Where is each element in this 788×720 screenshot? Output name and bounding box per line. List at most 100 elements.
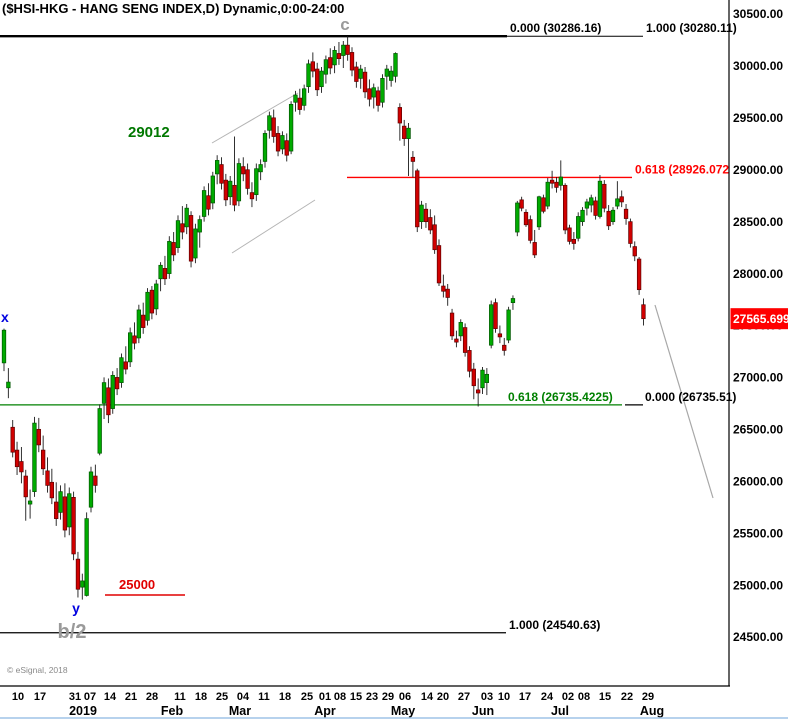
candle-down [349, 52, 355, 71]
candle-down [523, 211, 529, 226]
candle-up [228, 180, 233, 198]
x-tick-label: 29 [382, 691, 394, 703]
x-month-label: Aug [640, 704, 664, 718]
level-29012[interactable]: 29012 [128, 124, 170, 141]
candle-down [445, 288, 450, 298]
fib-label: 0.000 (30286.16) [510, 21, 601, 35]
candle-up [358, 68, 363, 79]
candle-down [71, 496, 76, 555]
candle-down [93, 475, 98, 486]
candle-down [593, 200, 598, 216]
y-tick-label: 25000.00 [733, 578, 783, 592]
candle-down [328, 57, 333, 69]
x-tick-label: 21 [125, 691, 137, 703]
channel-upper[interactable] [211, 92, 299, 144]
candle-down [232, 184, 237, 206]
candle-up [389, 70, 394, 81]
candle-down [171, 242, 176, 256]
x-tick-label: 10 [12, 691, 24, 703]
candle-up [536, 196, 542, 228]
candle-down [528, 219, 533, 241]
projection-down[interactable] [654, 304, 714, 499]
candle-down [188, 215, 194, 262]
candle-up [88, 471, 94, 508]
candle-up [319, 70, 324, 88]
level-25000[interactable]: 25000 [119, 577, 155, 592]
candlesticks [1, 36, 646, 600]
candle-down [54, 501, 59, 519]
fib-label: 1.000 (30280.11) [646, 21, 737, 35]
candle-down [567, 227, 572, 242]
x-tick-label: 10 [498, 691, 510, 703]
candle-down [462, 327, 468, 353]
y-tick-label: 30000.00 [733, 59, 783, 73]
candle-up [558, 176, 563, 186]
candle-up [515, 202, 520, 233]
x-tick-label: 24 [541, 691, 554, 703]
y-tick-label: 29500.00 [733, 111, 783, 125]
candle-up [101, 382, 107, 404]
candle-down [641, 304, 646, 320]
x-tick-label: 18 [279, 691, 291, 703]
candle-down [532, 242, 537, 256]
x-tick-label: 25 [216, 691, 228, 703]
wave-b2[interactable]: b/2 [58, 621, 87, 643]
candle-up [545, 181, 550, 207]
candle-up [293, 94, 298, 103]
candle-down [310, 61, 315, 72]
candle-down [519, 199, 524, 209]
candle-down [549, 179, 555, 184]
candle-up [267, 115, 272, 131]
candle-up [484, 373, 489, 383]
x-tick-label: 14 [421, 691, 434, 703]
candle-up [419, 204, 424, 223]
candle-down [541, 197, 546, 212]
candle-down [632, 246, 637, 257]
candle-down [410, 156, 416, 162]
x-month-label: Feb [161, 704, 184, 718]
candle-up [615, 198, 620, 207]
candle-down [471, 368, 476, 387]
x-tick-label: 01 [319, 691, 331, 703]
candle-up [489, 304, 494, 346]
candle-down [271, 117, 276, 137]
wave-annotations[interactable]: x y b/2 c 29012 25000 [1, 15, 350, 643]
candle-up [201, 190, 207, 217]
y-tick-label: 28500.00 [733, 215, 783, 229]
candle-up [67, 493, 72, 528]
candle-up [32, 422, 37, 492]
candle-down [45, 470, 50, 486]
candle-down [132, 335, 137, 344]
candle-up [128, 332, 133, 363]
candle-up [1, 329, 7, 364]
candle-up [193, 228, 198, 259]
candle-down [284, 140, 289, 156]
candle-up [384, 68, 389, 77]
wave-y[interactable]: y [72, 600, 80, 616]
candle-down [245, 169, 250, 189]
candle-down [415, 170, 420, 228]
trendlines[interactable] [105, 92, 714, 596]
candle-up [110, 374, 115, 409]
candle-up [158, 264, 163, 280]
channel-lower[interactable] [231, 199, 316, 254]
fib-label: 0.000 (26735.51) [645, 390, 736, 404]
x-tick-label: 03 [481, 691, 493, 703]
candle-up [210, 175, 215, 204]
fib-retracement-lines[interactable] [0, 35, 643, 634]
x-month-label: Mar [229, 704, 251, 718]
wave-c[interactable]: c [340, 15, 349, 34]
candle-up [119, 357, 124, 383]
x-tick-label: 18 [195, 691, 207, 703]
fib-label: 0.618 (28926.072 [635, 162, 729, 176]
x-tick-label: 08 [334, 691, 346, 703]
candle-down [619, 196, 624, 203]
candle-down [345, 44, 350, 55]
candle-down [162, 268, 168, 280]
fib-label: 1.000 (24540.63) [509, 618, 600, 632]
wave-x[interactable]: x [1, 309, 9, 325]
x-tick-label: 02 [562, 691, 574, 703]
y-tick-label: 24500.00 [733, 630, 783, 644]
